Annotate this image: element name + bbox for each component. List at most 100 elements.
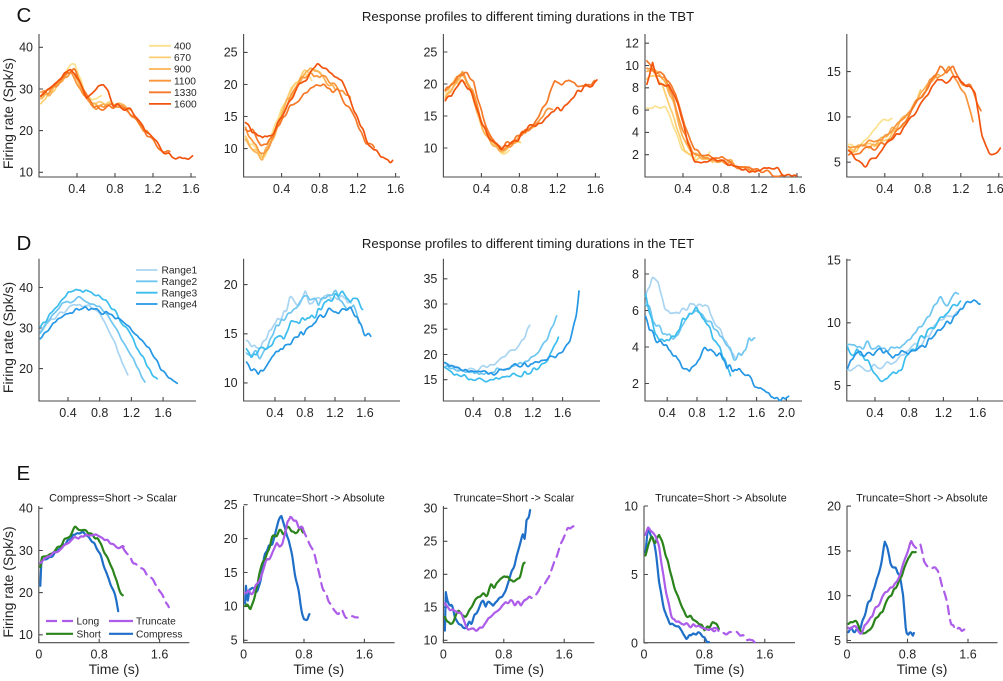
svg-text:0.8: 0.8 (901, 406, 918, 420)
svg-text:2.0: 2.0 (778, 406, 795, 420)
svg-text:0.4: 0.4 (68, 182, 85, 196)
svg-text:20: 20 (827, 499, 841, 513)
svg-text:6: 6 (632, 103, 639, 117)
svg-text:0.8: 0.8 (296, 406, 313, 420)
svg-text:0.4: 0.4 (659, 406, 676, 420)
svg-text:Truncate=Short -> Absolute: Truncate=Short -> Absolute (253, 493, 385, 505)
svg-text:1.6: 1.6 (788, 182, 805, 196)
svg-text:15: 15 (423, 109, 437, 123)
svg-text:1.6: 1.6 (356, 406, 373, 420)
svg-text:10: 10 (625, 59, 639, 73)
svg-text:Compress=Short -> Scalar: Compress=Short -> Scalar (49, 493, 177, 505)
svg-text:0.4: 0.4 (866, 406, 883, 420)
svg-text:4: 4 (632, 340, 639, 354)
svg-text:0.8: 0.8 (914, 182, 931, 196)
svg-text:30: 30 (423, 502, 437, 516)
svg-text:Range1: Range1 (162, 266, 198, 277)
svg-text:20: 20 (224, 278, 238, 292)
svg-text:Truncate=Short -> Absolute: Truncate=Short -> Absolute (856, 493, 988, 505)
svg-text:12: 12 (625, 37, 639, 51)
svg-text:10: 10 (19, 166, 33, 180)
svg-text:0.8: 0.8 (688, 406, 705, 420)
svg-text:10: 10 (423, 634, 437, 648)
svg-text:0.8: 0.8 (91, 406, 108, 420)
svg-text:0.4: 0.4 (876, 182, 893, 196)
svg-text:0.8: 0.8 (899, 648, 916, 662)
svg-text:25: 25 (423, 535, 437, 549)
svg-text:1.2: 1.2 (349, 182, 366, 196)
svg-text:0.4: 0.4 (59, 406, 76, 420)
svg-text:15: 15 (827, 253, 841, 267)
svg-text:40: 40 (19, 41, 33, 55)
svg-text:0.8: 0.8 (696, 648, 713, 662)
svg-text:30: 30 (19, 82, 33, 96)
svg-text:8: 8 (632, 81, 639, 95)
svg-text:1.6: 1.6 (554, 406, 571, 420)
svg-text:5: 5 (631, 568, 638, 582)
svg-text:Time (s): Time (s) (89, 661, 140, 677)
svg-text:8: 8 (632, 267, 639, 281)
svg-text:0: 0 (631, 636, 638, 650)
svg-text:0.8: 0.8 (106, 182, 123, 196)
svg-text:30: 30 (423, 297, 437, 311)
svg-text:10: 10 (423, 141, 437, 155)
svg-text:6: 6 (632, 304, 639, 318)
svg-text:20: 20 (19, 586, 33, 600)
svg-text:15: 15 (827, 65, 841, 79)
svg-text:Truncate=Short -> Scalar: Truncate=Short -> Scalar (454, 493, 575, 505)
svg-text:0: 0 (440, 648, 447, 662)
svg-text:0.8: 0.8 (295, 648, 312, 662)
svg-text:Time (s): Time (s) (493, 661, 544, 677)
svg-text:25: 25 (423, 45, 437, 59)
svg-text:20: 20 (423, 77, 437, 91)
svg-text:1.6: 1.6 (959, 648, 976, 662)
svg-text:5: 5 (834, 156, 841, 170)
svg-text:1.2: 1.2 (952, 182, 969, 196)
svg-text:1.6: 1.6 (182, 182, 199, 196)
svg-text:0: 0 (641, 648, 648, 662)
svg-text:1.6: 1.6 (986, 182, 1003, 196)
svg-text:0: 0 (844, 648, 851, 662)
svg-text:Compress: Compress (136, 629, 182, 640)
svg-text:0.8: 0.8 (494, 406, 511, 420)
svg-text:20: 20 (224, 532, 238, 546)
svg-text:10: 10 (624, 499, 638, 513)
svg-text:10: 10 (224, 142, 238, 156)
svg-text:10: 10 (224, 376, 238, 390)
svg-text:1.2: 1.2 (718, 406, 735, 420)
svg-text:400: 400 (174, 41, 191, 52)
svg-text:5: 5 (834, 379, 841, 393)
svg-text:0.4: 0.4 (266, 406, 283, 420)
svg-text:Time (s): Time (s) (293, 661, 344, 677)
svg-text:1.6: 1.6 (151, 648, 168, 662)
svg-text:1.6: 1.6 (587, 182, 604, 196)
svg-text:1.2: 1.2 (935, 406, 952, 420)
svg-text:Time (s): Time (s) (694, 661, 745, 677)
svg-text:0.4: 0.4 (273, 182, 290, 196)
svg-text:30: 30 (19, 321, 33, 335)
svg-text:1.6: 1.6 (154, 406, 171, 420)
svg-text:900: 900 (174, 65, 191, 76)
svg-text:1.6: 1.6 (356, 648, 373, 662)
svg-text:25: 25 (224, 498, 238, 512)
svg-text:E: E (17, 462, 31, 485)
svg-text:670: 670 (174, 53, 191, 64)
svg-text:D: D (17, 232, 32, 255)
svg-text:1.2: 1.2 (144, 182, 161, 196)
svg-text:Firing rate (Spk/s): Firing rate (Spk/s) (0, 526, 16, 637)
svg-text:1.2: 1.2 (524, 406, 541, 420)
svg-text:1.2: 1.2 (326, 406, 343, 420)
svg-text:35: 35 (423, 272, 437, 286)
svg-text:5: 5 (834, 634, 841, 648)
svg-text:Long: Long (77, 617, 100, 628)
svg-text:0.4: 0.4 (674, 182, 691, 196)
svg-text:1.2: 1.2 (750, 182, 767, 196)
svg-text:0.8: 0.8 (311, 182, 328, 196)
svg-text:1.6: 1.6 (556, 648, 573, 662)
svg-text:1.6: 1.6 (387, 182, 404, 196)
svg-text:Response profiles to different: Response profiles to different timing du… (362, 9, 694, 24)
svg-text:0.8: 0.8 (91, 648, 108, 662)
svg-text:0: 0 (35, 648, 42, 662)
svg-text:30: 30 (19, 544, 33, 558)
svg-text:0.4: 0.4 (465, 406, 482, 420)
